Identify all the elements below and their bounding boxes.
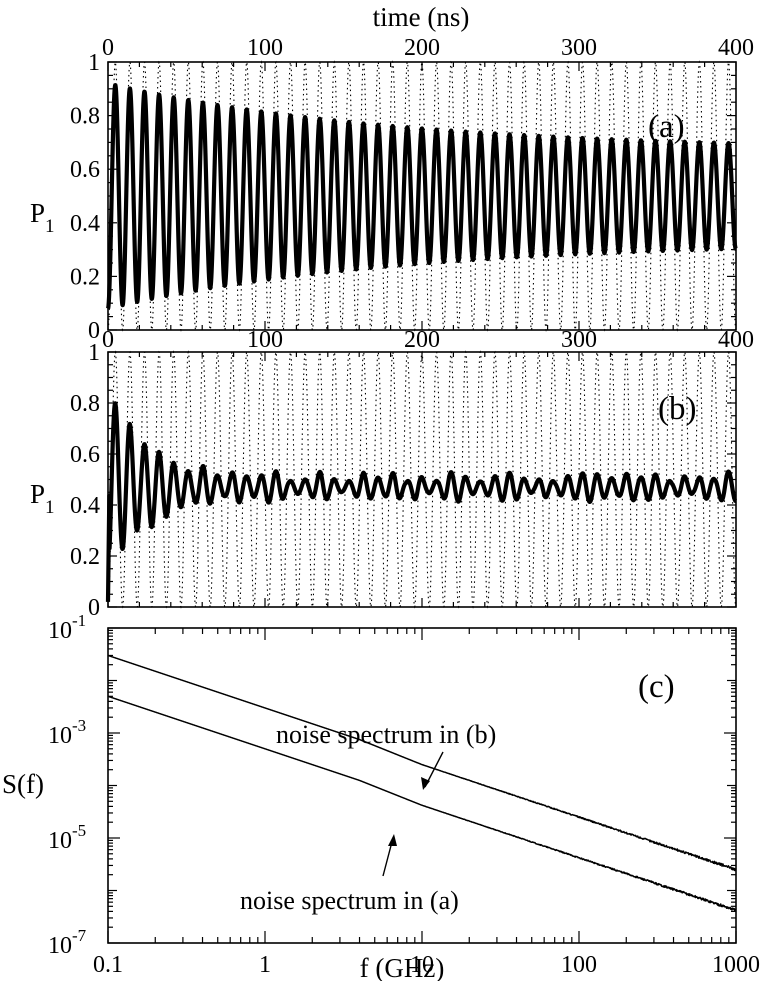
tick-label-b-y: 0.4	[70, 493, 100, 519]
panel-b-y-axis-title-main: P	[30, 479, 45, 509]
panel-a-frame	[107, 61, 737, 331]
tick-label-c-y-exponent: -7	[72, 926, 87, 945]
annotation-spectrum-b: noise spectrum in (b)	[276, 720, 496, 749]
tick-label-a-x: 400	[718, 35, 754, 61]
panel-b-solid-series	[105, 401, 738, 602]
tick-label-b-y: 1	[88, 340, 100, 366]
annotation-spectrum-a-arrowhead	[388, 834, 397, 846]
panel-b-label: (b)	[658, 391, 696, 427]
panel-b-y-axis-title: P1	[30, 479, 55, 518]
tick-label-b-x: 400	[718, 327, 754, 353]
panel-c-y-axis-title: S(f)	[2, 769, 44, 799]
panel-b: 00.20.40.60.81 0 100 200 300 400 P1 (b)	[30, 327, 754, 621]
tick-label-b-y: 0	[88, 595, 100, 621]
tick-label-c-x: 1	[259, 952, 271, 978]
panel-a-y-axis-title-main: P	[30, 198, 45, 228]
tick-label-a-y: 0.6	[70, 157, 100, 183]
panel-b-ticks: 00.20.40.60.81 0 100 200 300 400	[70, 327, 754, 621]
panel-b-frame	[107, 351, 737, 608]
tick-label-c-y: 10	[48, 933, 72, 959]
panel-c-frame	[107, 627, 737, 944]
tick-label-c-x: 1000	[712, 952, 760, 978]
annotation-spectrum-a: noise spectrum in (a)	[240, 886, 459, 915]
tick-label-b-y: 0.6	[70, 442, 100, 468]
panel-a-y-axis-title-sub: 1	[45, 216, 55, 237]
tick-label-c-y: 10	[48, 618, 72, 644]
tick-label-b-x: 200	[404, 327, 440, 353]
tick-label-a-x: 100	[247, 35, 283, 61]
tick-label-a-y: 0	[88, 318, 100, 344]
tick-label-c-x: 10	[410, 952, 434, 978]
tick-label-c-y-exponent: -3	[72, 716, 86, 735]
panel-a-label: (a)	[648, 109, 685, 145]
tick-label-a-x: 200	[404, 35, 440, 61]
tick-label-b-y: 0.8	[70, 391, 100, 417]
tick-label-a-y: 1	[88, 50, 100, 76]
panel-a: time (ns) 00.20.40.60.810 100 200 300 400 P1…	[30, 2, 754, 344]
tick-label-c-y-base: 10	[48, 618, 72, 644]
panel-a-ticks: 00.20.40.60.810 100 200 300 400	[70, 35, 754, 344]
tick-label-b-x: 0	[102, 327, 114, 353]
tick-label-c-y-exponent: -1	[72, 611, 86, 630]
annotation-spectrum-b-arrowhead	[421, 777, 430, 790]
panel-b-y-axis-title-sub: 1	[45, 497, 55, 518]
panel-a-solid-series	[106, 83, 738, 310]
series-c-spectrum-a	[107, 695, 737, 912]
tick-label-a-x: 300	[561, 35, 597, 61]
tick-label-c-x: 0.1	[93, 952, 123, 978]
panel-a-y-axis-title: P1	[30, 198, 55, 237]
panel-c-label: (c)	[638, 669, 675, 705]
tick-label-c-y-base: 10	[48, 933, 72, 959]
tick-label-b-x: 100	[247, 327, 283, 353]
tick-label-a-x: 0	[102, 35, 114, 61]
tick-label-a-y: 0.8	[70, 104, 100, 130]
tick-label-a-y: 0.4	[70, 211, 100, 237]
tick-label-a-y: 0.2	[70, 264, 100, 290]
tick-label-c-y-base: 10	[48, 828, 72, 854]
tick-label-c-y: 10	[48, 828, 72, 854]
series-c-spectrum-b	[107, 654, 737, 872]
series-b-with-noise	[105, 401, 738, 602]
tick-label-b-y: 0.2	[70, 544, 100, 570]
tick-label-c-x: 100	[561, 952, 597, 978]
tick-label-c-y: 10	[48, 723, 72, 749]
panel-a-top-axis-title: time (ns)	[373, 2, 470, 32]
tick-label-b-x: 300	[561, 327, 597, 353]
tick-label-c-y-base: 10	[48, 723, 72, 749]
panel-c-series	[107, 654, 737, 912]
series-a-with-noise	[106, 83, 738, 310]
tick-label-c-y-exponent: -5	[72, 821, 86, 840]
panel-c-x-axis-title: f (GHz)	[360, 953, 445, 981]
